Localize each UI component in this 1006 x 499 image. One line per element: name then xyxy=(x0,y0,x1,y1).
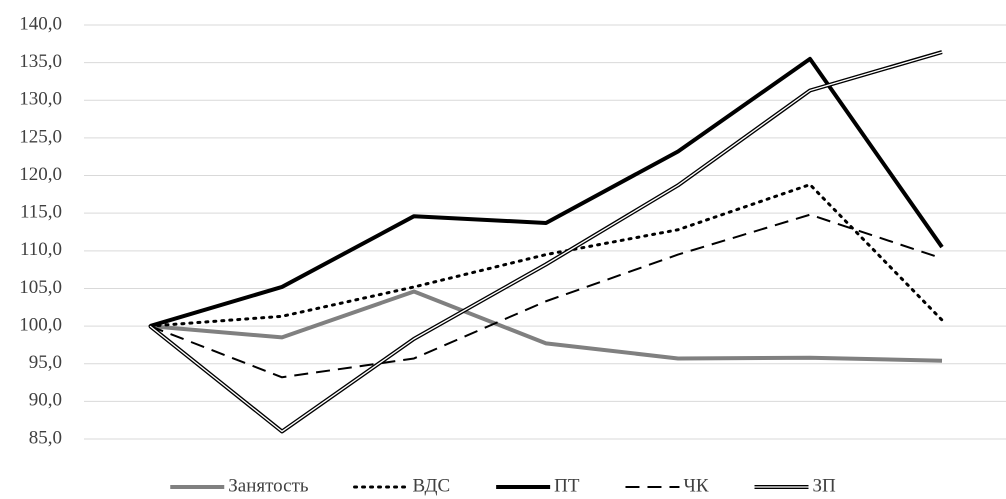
y-tick-label: 120,0 xyxy=(19,164,62,185)
legend-label: Занятость xyxy=(228,475,309,496)
y-tick-label: 140,0 xyxy=(19,13,62,34)
series-line xyxy=(149,289,943,363)
y-tick-label: 125,0 xyxy=(19,126,62,147)
y-tick-label: 95,0 xyxy=(29,352,62,373)
legend-label: ЗП xyxy=(813,475,837,496)
series-line xyxy=(149,56,944,329)
y-tick-label: 105,0 xyxy=(19,277,62,298)
y-tick-label: 135,0 xyxy=(19,51,62,72)
series-line xyxy=(148,50,943,434)
series-line-inner xyxy=(149,51,943,433)
series-line xyxy=(148,183,944,328)
legend-label: ВДС xyxy=(413,475,451,496)
legend-label: ЧК xyxy=(683,475,708,496)
series-line xyxy=(149,213,943,379)
y-tick-label: 85,0 xyxy=(29,427,62,448)
y-tick-label: 100,0 xyxy=(19,314,62,335)
y-tick-label: 90,0 xyxy=(29,390,62,411)
y-tick-label: 130,0 xyxy=(19,89,62,110)
y-tick-label: 110,0 xyxy=(20,239,62,260)
y-tick-label: 115,0 xyxy=(20,202,62,223)
legend-label: ПТ xyxy=(554,475,580,496)
